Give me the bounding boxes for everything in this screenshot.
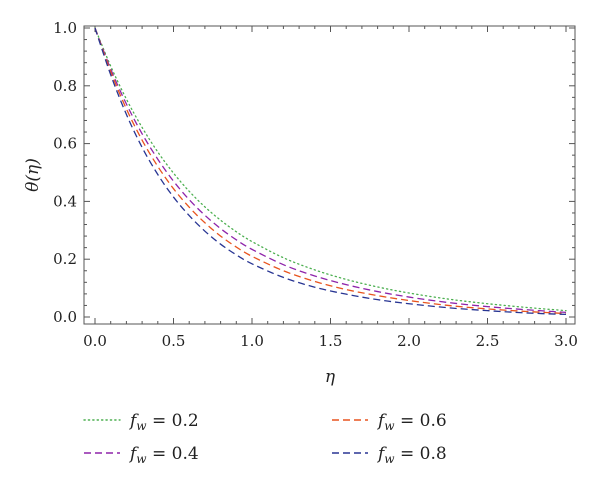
- series-line-3: [94, 27, 567, 315]
- legend-symbol: f: [128, 411, 139, 431]
- legend-entry: fw = 0.6: [332, 411, 447, 433]
- legend-value: = 0.6: [395, 411, 447, 431]
- x-axis-title: η: [325, 367, 336, 387]
- legend-value: = 0.8: [395, 444, 447, 464]
- y-axis-title: θ(η): [23, 158, 43, 192]
- y-tick-label: 0.0: [53, 308, 77, 326]
- series-lines: [94, 27, 567, 316]
- legend-value: = 0.2: [147, 411, 199, 431]
- legend-label: fw = 0.2: [128, 411, 199, 433]
- legend-symbol: f: [128, 444, 139, 464]
- y-tick-label: 0.6: [53, 135, 77, 153]
- y-tick-label: 1.0: [53, 19, 77, 37]
- legend-entry: fw = 0.4: [84, 444, 199, 466]
- legend-subscript: w: [136, 452, 147, 466]
- series-line-4: [94, 27, 567, 316]
- x-tick-label: 1.0: [240, 332, 264, 350]
- x-tick-label: 0.0: [83, 332, 107, 350]
- x-tick-label: 2.0: [397, 332, 421, 350]
- legend-symbol: f: [376, 444, 387, 464]
- legend: fw = 0.2fw = 0.4fw = 0.6fw = 0.8: [83, 411, 447, 466]
- y-tick-label: 0.4: [53, 192, 77, 210]
- legend-label: fw = 0.8: [376, 444, 447, 466]
- legend-entry: fw = 0.2: [83, 411, 199, 433]
- x-axis-ticks: 0.0 0.5 1.0 1.5 2.0 2.5 3.0: [83, 26, 578, 350]
- legend-value: = 0.4: [147, 444, 199, 464]
- legend-symbol: f: [376, 411, 387, 431]
- legend-entry: fw = 0.8: [332, 444, 447, 466]
- y-tick-label: 0.2: [53, 250, 77, 268]
- x-tick-label: 2.5: [476, 332, 500, 350]
- series-line-1: [94, 27, 567, 312]
- legend-label: fw = 0.4: [128, 444, 199, 466]
- plot-frame: [83, 25, 576, 325]
- legend-subscript: w: [384, 452, 395, 466]
- legend-subscript: w: [384, 419, 395, 433]
- legend-label: fw = 0.6: [376, 411, 447, 433]
- x-tick-label: 1.5: [319, 332, 343, 350]
- y-axis-ticks: 0.0 0.2 0.4 0.6 0.8 1.0: [53, 19, 575, 326]
- x-tick-label: 3.0: [554, 332, 578, 350]
- legend-subscript: w: [136, 419, 147, 433]
- y-tick-label: 0.8: [53, 77, 77, 95]
- x-tick-label: 0.5: [162, 332, 186, 350]
- series-line-2: [94, 27, 567, 314]
